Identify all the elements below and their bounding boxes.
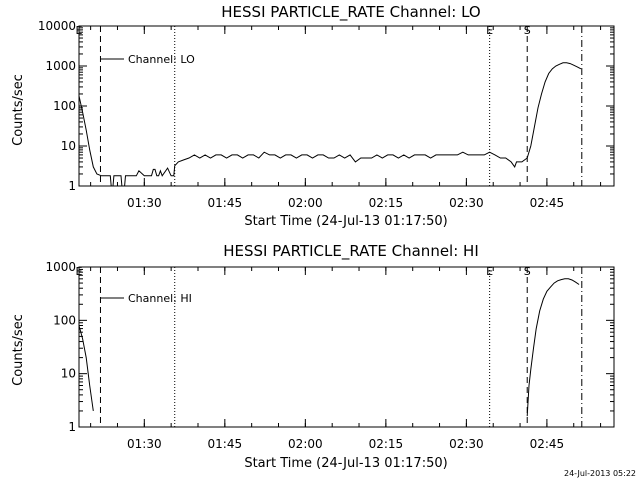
chart-lo-y-tick-label-0: 1 [68, 179, 76, 193]
chart-hi-legend-label: Channel: HI [128, 292, 192, 305]
render-timestamp: 24-Jul-2013 05:22 [564, 469, 636, 478]
chart-hi-x-axis-label: Start Time (24-Jul-13 01:17:50) [244, 456, 447, 471]
chart-lo-y-tick-label-4: 10000 [38, 19, 76, 33]
chart-lo-x-ticks: 01:30 01:45 02:00 02:15 02:30 02:45 [90, 26, 602, 210]
chart-hi-x-tick-label-4: 02:30 [449, 437, 484, 451]
chart-hi-y-tick-label-1: 10 [61, 367, 76, 381]
chart-lo-legend-label: Channel: LO [128, 53, 195, 66]
chart-hi-x-tick-label-3: 02:15 [369, 437, 404, 451]
chart-lo-y-axis-label: Counts/sec [11, 74, 26, 146]
chart-lo-series-line-0-0 [78, 62, 582, 187]
chart-lo-y-tick-label-2: 100 [53, 99, 76, 113]
chart-hi-x-tick-label-1: 01:45 [208, 437, 243, 451]
chart-hi-x-tick-label-0: 01:30 [127, 437, 162, 451]
chart-lo-x-axis-label: Start Time (24-Jul-13 01:17:50) [244, 214, 447, 229]
chart-lo-marker-label-0: E [76, 24, 83, 37]
chart-hi-y-tick-label-2: 100 [53, 313, 76, 327]
chart-hi-marker-label-0: E [76, 265, 83, 278]
chart-lo-x-tick-label-3: 02:15 [369, 196, 404, 210]
chart-hi: HESSI PARTICLE_RATE Channel: HI 01:30 01:… [11, 242, 615, 471]
chart-lo-x-tick-label-4: 02:30 [449, 196, 484, 210]
chart-hi-y-tick-label-3: 1000 [45, 260, 76, 274]
chart-lo-plot-frame [78, 25, 615, 187]
chart-hi-series-line-0-0 [78, 325, 94, 411]
chart-hi-y-axis-label: Counts/sec [11, 314, 26, 386]
chart-hi-y-tick-label-0: 1 [68, 420, 76, 434]
chart-hi-series [78, 278, 580, 417]
chart-hi-x-tick-label-5: 02:45 [530, 437, 565, 451]
chart-lo-x-tick-label-1: 01:45 [208, 196, 243, 210]
chart-hi-title: HESSI PARTICLE_RATE Channel: HI [223, 242, 479, 261]
chart-lo-y-ticks: 1 10 100 1000 10000 [38, 19, 614, 193]
chart-hi-marker-label-3: E [486, 265, 493, 278]
chart-lo-title: HESSI PARTICLE_RATE Channel: LO [221, 3, 480, 22]
chart-hi-x-tick-label-2: 02:00 [288, 437, 323, 451]
chart-lo-x-tick-label-5: 02:45 [530, 196, 565, 210]
chart-lo-series [78, 62, 582, 187]
chart-hi-series-line-0-1 [526, 278, 580, 417]
chart-lo-x-tick-label-2: 02:00 [288, 196, 323, 210]
chart-lo-y-tick-label-3: 1000 [45, 59, 76, 73]
chart-hi-y-ticks: 1 10 100 1000 [45, 260, 614, 434]
chart-lo-y-tick-label-1: 10 [61, 139, 76, 153]
chart-lo-x-tick-label-0: 01:30 [127, 196, 162, 210]
chart-lo-marker-label-3: E [486, 24, 493, 37]
chart-lo: HESSI PARTICLE_RATE Channel: LO 01:30 01:… [11, 3, 615, 229]
chart-hi-marker-label-4: S [524, 265, 531, 278]
chart-lo-marker-label-4: S [524, 24, 531, 37]
chart-hi-x-ticks: 01:30 01:45 02:00 02:15 02:30 02:45 [90, 267, 602, 451]
chart-hi-legend: Channel: HI [101, 292, 192, 305]
chart-lo-legend: Channel: LO [101, 53, 195, 66]
